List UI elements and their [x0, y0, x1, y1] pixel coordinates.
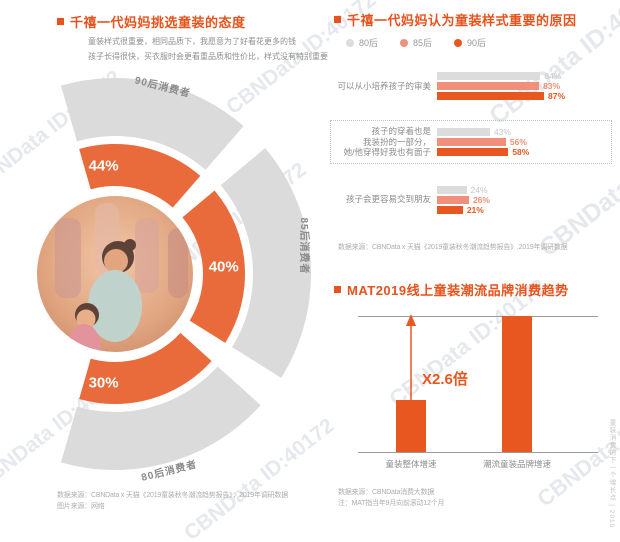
reasons-title-row: 千禧一代妈妈认为童装样式重要的原因: [334, 10, 577, 29]
source-line: 图片来源：网络: [57, 503, 105, 510]
attitude-title-row: 千禧一代妈妈挑选童装的态度: [57, 12, 246, 31]
donut-category-label-1: 85后消费者: [298, 217, 311, 274]
legend-dot-icon: [454, 38, 463, 47]
bar-85后: [437, 137, 506, 146]
trend-source: 数据来源：CBNData消费大数据 注：MAT指当年9月向前滚动12个月: [338, 487, 445, 509]
reference-line: [358, 316, 598, 317]
attitude-bullet-important: 童装样式很重要，相同品质下，我愿意为了好看花更多的钱: [75, 36, 296, 47]
bar-80后: [437, 127, 490, 136]
donut-value-label-2: 30%: [89, 374, 119, 391]
growth-arrow-icon: [406, 314, 416, 406]
attitude-source: 数据来源：CBNData x 天猫《2019童装秋冬潮流趋势报告》；2019年调…: [57, 490, 288, 512]
orange-dot-icon: [75, 38, 82, 45]
generation-legend: 80后 85后 90后: [346, 36, 486, 49]
attitude-bullet-quality: 孩子长得很快，买衣服时会更看重品质和性价比，样式没有特别重要: [75, 51, 328, 62]
bar-row: 26%: [437, 194, 490, 205]
bar-80后: [437, 185, 467, 194]
growth-multiplier-label: X2.6倍: [422, 371, 468, 388]
bar-row: 43%: [437, 128, 529, 136]
legend-item-85s: 85后: [400, 36, 432, 49]
bullet-text: 孩子长得很快，买衣服时会更看重品质和性价比，样式没有特别重要: [88, 52, 328, 61]
title-square-icon: [334, 16, 341, 23]
legend-item-80s: 80后: [346, 36, 378, 49]
donut-outer-arc-2: [60, 366, 261, 470]
x-label-trendy-brand: 潮流童装品牌增速: [482, 459, 551, 469]
bar-value: 83%: [543, 81, 561, 91]
source-line: 注：MAT指当年9月向前滚动12个月: [338, 500, 445, 507]
bar-value: 43%: [493, 126, 511, 137]
bar-value: 87%: [548, 91, 566, 101]
legend-label: 85后: [413, 38, 433, 48]
bar-value: 21%: [466, 204, 484, 215]
bar-row: 58%: [437, 148, 529, 156]
side-caption: 童装消费的下一个增长点 | 2019: [608, 418, 615, 528]
bar-row: 56%: [437, 138, 529, 146]
donut-outer-arc-0: [60, 78, 244, 170]
bar-row: 84%: [437, 72, 565, 80]
bar-row: 83%: [437, 82, 565, 90]
title-square-icon: [57, 18, 64, 25]
attitude-section: 千禧一代妈妈挑选童装的态度 童装样式很重要，相同品质下，我愿意为了好看花更多的钱…: [37, 12, 328, 512]
legend-label: 80后: [359, 38, 379, 48]
bar-85后: [437, 195, 469, 204]
bar-80后: [437, 72, 541, 80]
reasons-title: 千禧一代妈妈认为童装样式重要的原因: [347, 13, 577, 28]
bullet-text: 童装样式很重要，相同品质下，我愿意为了好看花更多的钱: [88, 37, 296, 46]
x-label-overall: 童装整体增速: [385, 459, 437, 469]
donut-value-arc-2: [79, 332, 212, 404]
source-line: 数据来源：CBNData x 天猫《2019童装秋冬潮流趋势报告》；2019年调…: [57, 492, 288, 499]
bar-85后: [437, 82, 540, 90]
bar-group: 孩子会更容易交到朋友 24% 26% 21%: [330, 180, 612, 220]
group-label: 可以从小培养孩子的审美: [337, 80, 431, 91]
bar-value: 84%: [544, 71, 562, 81]
bar-90后: [437, 147, 509, 156]
bar-group: 可以从小培养孩子的审美 84% 83% 87%: [330, 66, 612, 106]
donut-value-arc-1: [182, 190, 245, 343]
trend-title-row: MAT2019线上童装潮流品牌消费趋势: [334, 280, 569, 299]
donut-value-label-0: 44%: [89, 158, 119, 175]
bar-value: 24%: [470, 184, 488, 195]
bar-90后: [437, 205, 463, 214]
attitude-title: 千禧一代妈妈挑选童装的态度: [70, 15, 246, 30]
bar-value: 58%: [512, 146, 530, 157]
bar-row: 87%: [437, 92, 565, 100]
donut-value-arc-0: [79, 144, 201, 208]
group-label: 孩子的穿着也是 我装扮的一部分， 她/他穿得好我也有面子: [343, 126, 431, 157]
bar-value: 26%: [472, 194, 490, 205]
legend-dot-icon: [400, 38, 409, 47]
group-label: 孩子会更容易交到朋友: [345, 194, 431, 205]
bar-row: 21%: [437, 204, 490, 215]
right-column: 千禧一代妈妈认为童装样式重要的原因 80后 85后 90后 可以从小培养孩子的审…: [330, 0, 620, 542]
x-axis-line: [358, 452, 598, 453]
center-photo: [37, 196, 193, 352]
bar-group: 孩子的穿着也是 我装扮的一部分， 她/他穿得好我也有面子 43% 56% 58%: [330, 120, 612, 164]
bar-overall-childrenswear-growth: [396, 399, 426, 452]
legend-label: 90后: [467, 38, 487, 48]
legend-dot-icon: [346, 38, 354, 47]
bar-row: 24%: [437, 184, 490, 195]
gray-dot-icon: [75, 53, 82, 60]
donut-outer-arc-1: [220, 148, 311, 378]
donut-value-label-1: 40%: [209, 258, 239, 275]
bar-90后: [437, 92, 544, 100]
reasons-source: 数据来源：CBNData x 天猫《2019童装秋冬潮流趋势报告》,2019年调…: [338, 244, 568, 251]
legend-item-90s: 90后: [454, 36, 486, 49]
trend-title: MAT2019线上童装潮流品牌消费趋势: [347, 283, 569, 298]
title-square-icon: [334, 286, 341, 293]
source-line: 数据来源：CBNData消费大数据: [338, 489, 435, 496]
bar-value: 56%: [509, 136, 527, 147]
trend-bar-chart: X2.6倍 童装整体增速 潮流童装品牌增速: [330, 300, 615, 485]
bar-trendy-brand-growth: [502, 316, 532, 452]
reasons-bar-chart: 可以从小培养孩子的审美 84% 83% 87% 孩子的穿着也是 我装扮的一部分， 她/他穿得…: [330, 66, 612, 234]
